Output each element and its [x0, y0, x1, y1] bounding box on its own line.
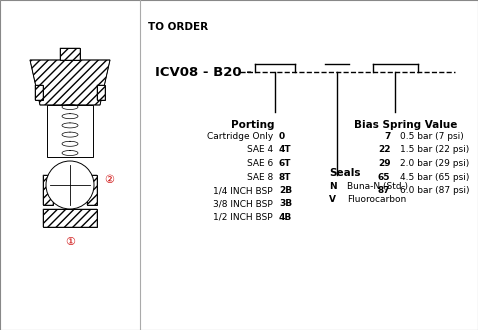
Bar [35, 85, 43, 100]
Text: 22: 22 [378, 146, 391, 154]
Text: 6T: 6T [279, 159, 292, 168]
Bar [35, 85, 43, 100]
Bar [43, 175, 53, 205]
Bar [97, 85, 105, 100]
Text: 1/4 INCH BSP: 1/4 INCH BSP [213, 186, 273, 195]
Text: Fluorocarbon: Fluorocarbon [347, 195, 406, 205]
Text: 7: 7 [384, 132, 391, 141]
Text: 0.5 bar (7 psi): 0.5 bar (7 psi) [401, 132, 464, 141]
Text: 87: 87 [378, 186, 391, 195]
Polygon shape [30, 60, 110, 105]
Text: Cartridge Only: Cartridge Only [207, 132, 273, 141]
Text: ①: ① [65, 237, 75, 247]
Text: 8T: 8T [279, 173, 292, 182]
Text: 4B: 4B [279, 213, 292, 222]
Bar [43, 209, 97, 227]
Text: 3B: 3B [279, 200, 292, 209]
Bar [47, 105, 93, 157]
Bar [97, 85, 105, 100]
Text: 1.5 bar (22 psi): 1.5 bar (22 psi) [401, 146, 470, 154]
Circle shape [46, 161, 94, 209]
Text: 4.5 bar (65 psi): 4.5 bar (65 psi) [401, 173, 470, 182]
Text: Bias Spring Value: Bias Spring Value [354, 120, 457, 130]
Text: ②: ② [104, 175, 114, 185]
Text: 65: 65 [378, 173, 391, 182]
Text: V: V [329, 195, 336, 205]
Text: 29: 29 [378, 159, 391, 168]
Bar [43, 209, 97, 227]
Bar [60, 48, 80, 60]
Text: 2.0 bar (29 psi): 2.0 bar (29 psi) [401, 159, 470, 168]
Text: TO ORDER: TO ORDER [148, 22, 208, 32]
Text: 2B: 2B [279, 186, 292, 195]
Text: N: N [329, 182, 337, 191]
Text: Seals: Seals [329, 168, 360, 178]
Bar [87, 175, 97, 205]
Bar [43, 175, 53, 205]
Bar [87, 175, 97, 205]
Text: 4T: 4T [279, 146, 292, 154]
Bar [60, 48, 80, 60]
Text: SAE 8: SAE 8 [247, 173, 273, 182]
Text: SAE 6: SAE 6 [247, 159, 273, 168]
Text: 3/8 INCH BSP: 3/8 INCH BSP [213, 200, 273, 209]
Text: Buna-N (Std.): Buna-N (Std.) [347, 182, 408, 191]
Text: ICV08 - B20 -: ICV08 - B20 - [155, 65, 252, 79]
Text: 1/2 INCH BSP: 1/2 INCH BSP [213, 213, 273, 222]
Text: 0: 0 [279, 132, 285, 141]
Text: Porting: Porting [231, 120, 275, 130]
Text: SAE 4: SAE 4 [247, 146, 273, 154]
Text: 6.0 bar (87 psi): 6.0 bar (87 psi) [401, 186, 470, 195]
